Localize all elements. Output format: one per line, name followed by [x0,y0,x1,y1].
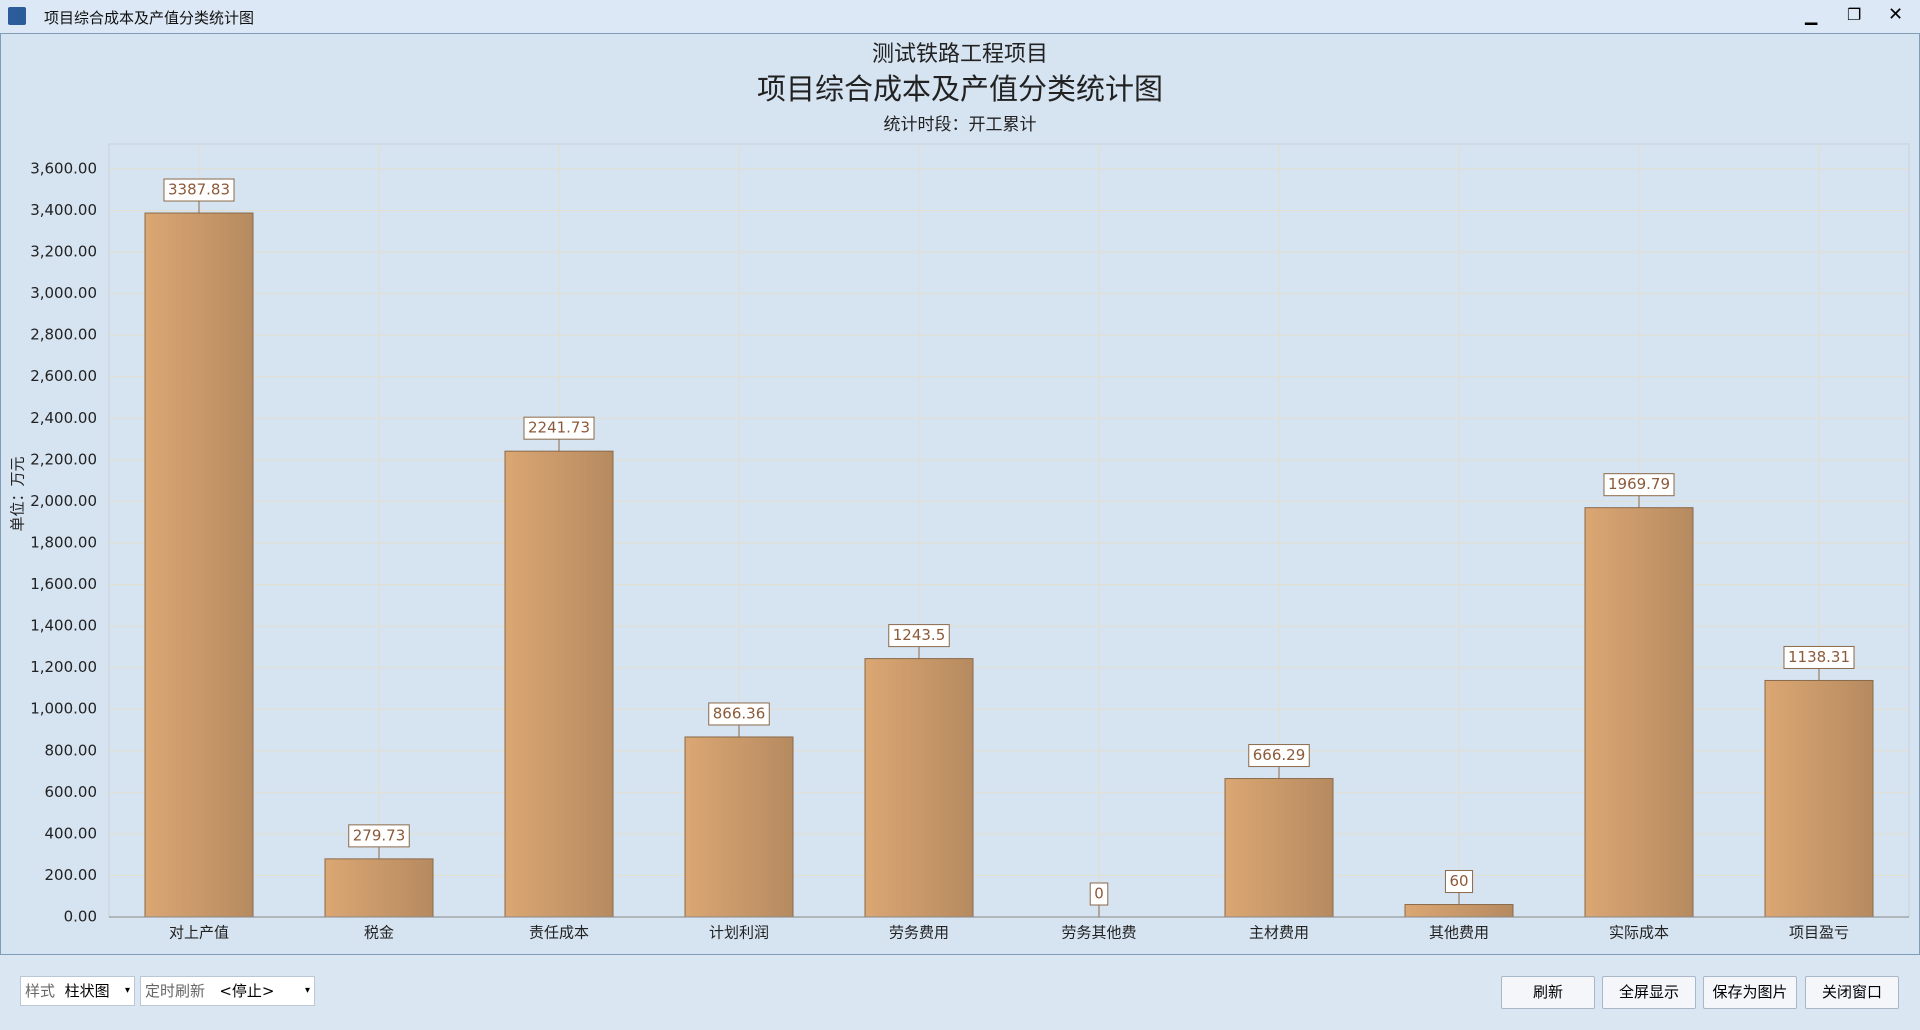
x-tick-label: 计划利润 [709,924,769,942]
chart-title: 项目综合成本及产值分类统计图 [757,72,1163,106]
value-label-box [1248,744,1310,768]
value-label-box [708,702,770,726]
button[interactable]: 保存为图片 [1703,976,1797,1009]
style-label: 样式 [25,982,56,1000]
window-title: 项目综合成本及产值分类统计图 [44,9,255,27]
value-label: 866.36 [713,704,766,722]
value-label-box [1783,645,1855,669]
bar [324,858,434,918]
bar [684,736,794,918]
bar [1764,679,1874,918]
y-tick-label: 3,600.00 [30,159,97,177]
close-button[interactable]: ✕ [1888,4,1904,25]
y-tick-label: 200.00 [45,866,98,884]
y-tick-label: 2,600.00 [30,367,97,385]
value-label-box [888,624,950,648]
y-tick-label: 600.00 [45,783,98,801]
y-tick-label: 1,000.00 [30,700,97,718]
x-tick-label: 劳务其他费 [1061,924,1136,942]
y-tick-label: 1,600.00 [30,575,97,593]
x-tick-label: 其他费用 [1429,924,1489,942]
bar [864,658,974,918]
chart-subtitle-top: 测试铁路工程项目 [872,42,1048,67]
value-label-box [163,178,235,202]
value-label-box [1089,882,1109,906]
y-tick-label: 400.00 [45,824,98,842]
bar [144,212,254,918]
value-label: 1243.5 [893,626,946,644]
value-label: 1969.79 [1608,475,1670,493]
value-label: 2241.73 [528,419,590,437]
value-label-box [1603,473,1675,497]
bar [504,450,614,918]
y-tick-label: 3,400.00 [30,201,97,219]
value-label: 666.29 [1253,746,1306,764]
value-label: 0 [1094,885,1104,903]
bar [1584,507,1694,918]
refresh-dropdown[interactable]: 定时刷新 <停止> ▾ [140,976,315,1006]
value-label: 60 [1449,872,1468,890]
button[interactable]: 刷新 [1501,976,1595,1009]
y-tick-label: 2,200.00 [30,450,97,468]
bar [1224,778,1334,918]
bar [1404,904,1514,918]
title-bar: 项目综合成本及产值分类统计图 ▁ ❐ ✕ [0,0,1920,33]
value-label: 1138.31 [1788,648,1850,666]
y-tick-label: 1,200.00 [30,658,97,676]
refresh-label: 定时刷新 [145,982,206,1000]
value-label-box [348,824,410,848]
y-tick-label: 2,800.00 [30,326,97,344]
x-tick-label: 对上产值 [169,924,229,942]
y-tick-label: 1,800.00 [30,533,97,551]
chart: 测试铁路工程项目 项目综合成本及产值分类统计图 统计时段：开工累计 单位：万元 … [9,42,1910,942]
restore-button[interactable]: ❐ [1847,5,1862,24]
x-tick-label: 实际成本 [1609,924,1669,942]
y-tick-label: 3,200.00 [30,243,97,261]
y-tick-label: 2,400.00 [30,409,97,427]
value-label-box [1444,870,1474,894]
app-icon [8,7,26,25]
x-tick-label: 项目盈亏 [1789,924,1849,942]
y-tick-label: 0.00 [64,908,97,926]
chart-subtitle: 统计时段：开工累计 [884,115,1037,135]
value-label-box [523,416,595,440]
chart-panel: 测试铁路工程项目 项目综合成本及产值分类统计图 统计时段：开工累计 单位：万元 … [0,33,1920,955]
value-label: 3387.83 [168,181,230,199]
minimize-button[interactable]: ▁ [1805,6,1818,25]
y-tick-label: 2,000.00 [30,492,97,510]
refresh-value: <停止> [219,982,275,1000]
value-label: 279.73 [353,826,406,844]
y-tick-label: 1,400.00 [30,617,97,635]
style-dropdown[interactable]: 样式 柱状图 ▾ [20,976,135,1006]
x-tick-label: 责任成本 [529,924,589,942]
button[interactable]: 全屏显示 [1602,976,1696,1009]
y-axis-label: 单位：万元 [9,456,27,531]
x-tick-label: 税金 [364,924,394,942]
x-tick-label: 主材费用 [1249,924,1309,942]
style-value: 柱状图 [64,982,110,1000]
x-tick-label: 劳务费用 [889,924,949,942]
button[interactable]: 关闭窗口 [1805,976,1899,1009]
y-tick-label: 3,000.00 [30,284,97,302]
y-tick-label: 800.00 [45,741,98,759]
